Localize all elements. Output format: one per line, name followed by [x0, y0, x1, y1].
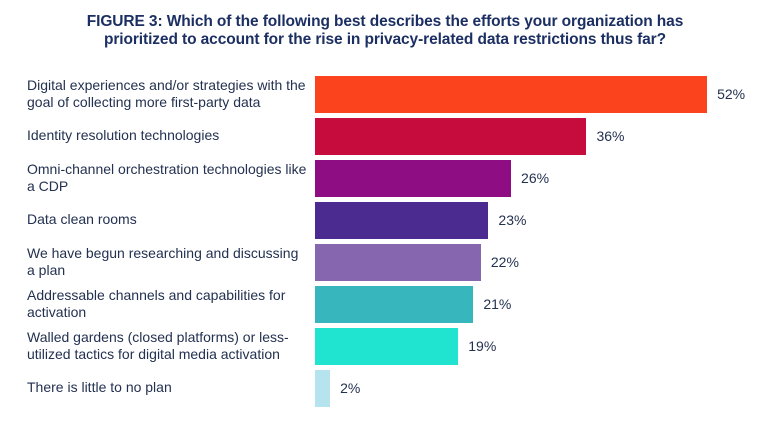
- bar-track: 26%: [315, 159, 770, 197]
- category-label: Omni-channel orchestration technologies …: [27, 160, 307, 195]
- bar: [315, 117, 587, 155]
- category-label: Walled gardens (closed platforms) or les…: [27, 328, 289, 363]
- bar: [315, 327, 459, 365]
- bar-track: 23%: [315, 201, 770, 239]
- category-label: Identity resolution technologies: [27, 127, 220, 144]
- chart-row: Identity resolution technologies 36%: [0, 115, 770, 157]
- value-label: 22%: [490, 254, 519, 270]
- bar: [315, 159, 512, 197]
- bar-track: 36%: [315, 117, 770, 155]
- chart-row: Data clean rooms 23%: [0, 199, 770, 241]
- figure-title: FIGURE 3: Which of the following best de…: [86, 13, 684, 48]
- value-label: 23%: [498, 212, 527, 228]
- bar-track: 52%: [315, 75, 770, 113]
- bar: [315, 201, 489, 239]
- bar-track: 22%: [315, 243, 770, 281]
- bar-track: 19%: [315, 327, 770, 365]
- category-label: Data clean rooms: [27, 211, 137, 228]
- bar-track: 2%: [315, 369, 770, 407]
- category-label: Addressable channels and capabilities fo…: [27, 286, 286, 321]
- bar: [315, 285, 474, 323]
- chart-row: There is little to no plan 2%: [0, 367, 770, 409]
- bar-chart: Digital experiences and/or strategies wi…: [0, 73, 770, 409]
- chart-row: Walled gardens (closed platforms) or les…: [0, 325, 770, 367]
- category-label: We have begun researching and discussing…: [27, 244, 299, 279]
- bar: [315, 75, 708, 113]
- bar-track: 21%: [315, 285, 770, 323]
- category-label: Digital experiences and/or strategies wi…: [27, 76, 306, 111]
- value-label: 2%: [340, 380, 361, 396]
- bar: [315, 369, 331, 407]
- value-label: 21%: [483, 296, 512, 312]
- category-label: There is little to no plan: [27, 379, 172, 396]
- chart-row: We have begun researching and discussing…: [0, 241, 770, 283]
- chart-row: Digital experiences and/or strategies wi…: [0, 73, 770, 115]
- bar: [315, 243, 481, 281]
- value-label: 19%: [468, 338, 497, 354]
- value-label: 52%: [717, 86, 746, 102]
- value-label: 26%: [521, 170, 550, 186]
- chart-row: Omni-channel orchestration technologies …: [0, 157, 770, 199]
- chart-row: Addressable channels and capabilities fo…: [0, 283, 770, 325]
- value-label: 36%: [596, 128, 625, 144]
